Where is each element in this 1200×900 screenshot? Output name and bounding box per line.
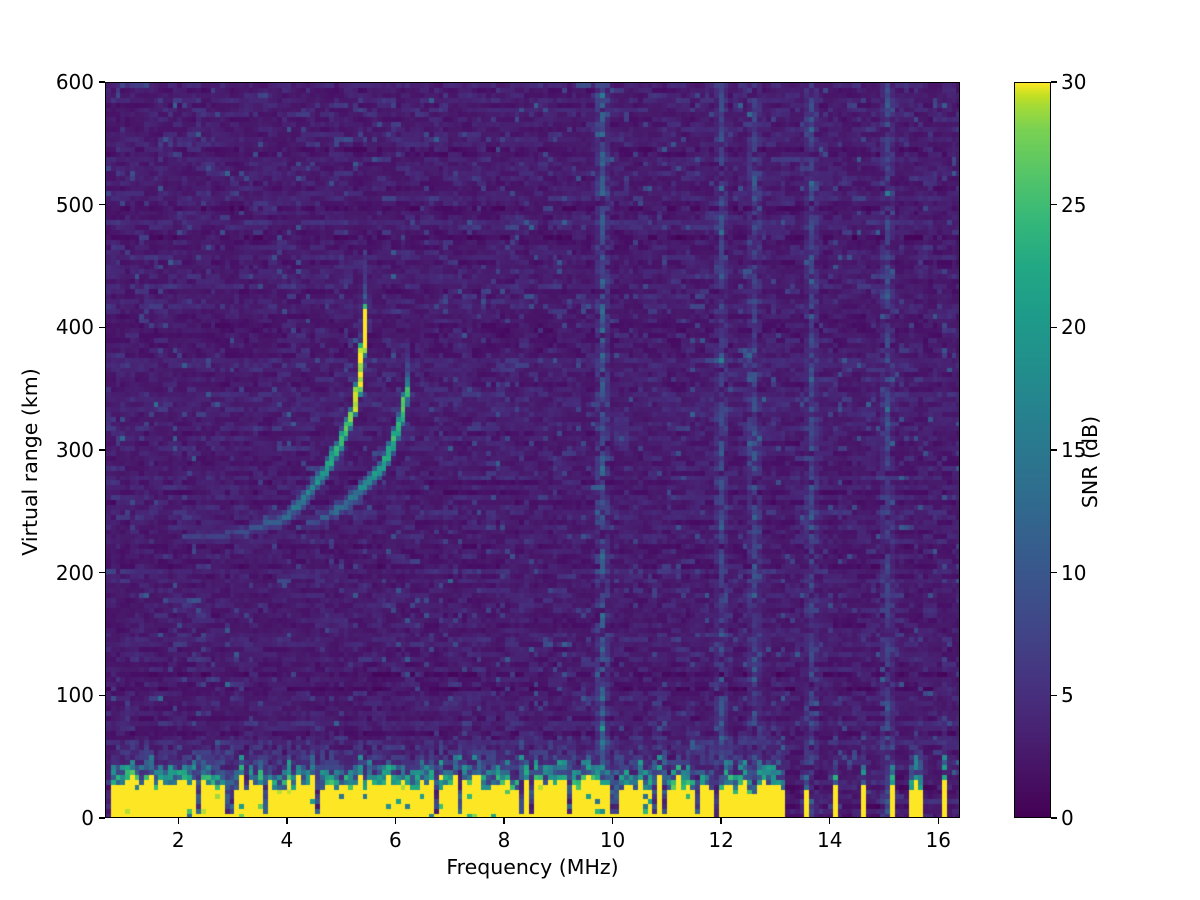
colorbar-tick-mark: [1051, 81, 1057, 83]
colorbar-tick-label: 0: [1061, 806, 1074, 830]
colorbar-tick-mark: [1051, 817, 1057, 819]
colorbar-tick-label: 30: [1061, 70, 1087, 94]
x-tick-mark: [177, 818, 179, 824]
x-tick-mark: [937, 818, 939, 824]
x-tick-label: 2: [171, 828, 185, 852]
x-tick-mark: [503, 818, 505, 824]
ionogram-heatmap-canvas: [106, 83, 959, 817]
colorbar-tick-label: 15: [1061, 438, 1087, 462]
y-tick-label: 100: [55, 683, 94, 708]
colorbar-tick-mark: [1051, 449, 1057, 451]
colorbar-tick-mark: [1051, 572, 1057, 574]
colorbar-tick-label: 25: [1061, 192, 1087, 217]
colorbar-tick-label: 5: [1061, 683, 1074, 708]
ionogram-plot-area[interactable]: [105, 82, 960, 818]
y-tick-label: 0: [81, 806, 94, 830]
y-tick-label: 500: [55, 192, 94, 217]
x-tick-label: 8: [497, 828, 511, 852]
y-tick-mark: [99, 204, 105, 206]
x-tick-label: 12: [708, 828, 734, 852]
x-tick-mark: [829, 818, 831, 824]
colorbar-gradient[interactable]: [1014, 82, 1051, 818]
y-tick-mark: [99, 572, 105, 574]
y-tick-mark: [99, 694, 105, 696]
y-tick-mark: [99, 81, 105, 83]
colorbar-tick-mark: [1051, 204, 1057, 206]
x-tick-label: 10: [599, 828, 626, 852]
colorbar-tick-mark: [1051, 694, 1057, 696]
x-tick-label: 16: [925, 828, 952, 852]
x-tick-mark: [394, 818, 397, 824]
y-tick-mark: [99, 817, 105, 819]
colorbar-tick-label: 10: [1061, 560, 1087, 585]
x-tick-mark: [720, 818, 722, 824]
x-tick-mark: [286, 818, 288, 824]
y-tick-label: 200: [55, 560, 94, 585]
y-tick-label: 600: [55, 70, 94, 94]
x-tick-mark: [611, 818, 614, 824]
y-tick-mark: [99, 326, 105, 328]
y-axis-label: Virtual range (km): [18, 368, 42, 556]
x-axis-label: Frequency (MHz): [446, 855, 619, 879]
y-tick-mark: [99, 449, 105, 451]
x-tick-label: 4: [280, 828, 294, 852]
y-tick-label: 400: [55, 315, 94, 340]
x-tick-label: 14: [816, 828, 843, 852]
colorbar-tick-label: 20: [1061, 315, 1087, 340]
colorbar-label: SNR (dB): [1078, 415, 1102, 509]
x-tick-label: 6: [389, 828, 402, 852]
colorbar-tick-mark: [1051, 326, 1057, 328]
y-tick-label: 300: [55, 438, 94, 462]
